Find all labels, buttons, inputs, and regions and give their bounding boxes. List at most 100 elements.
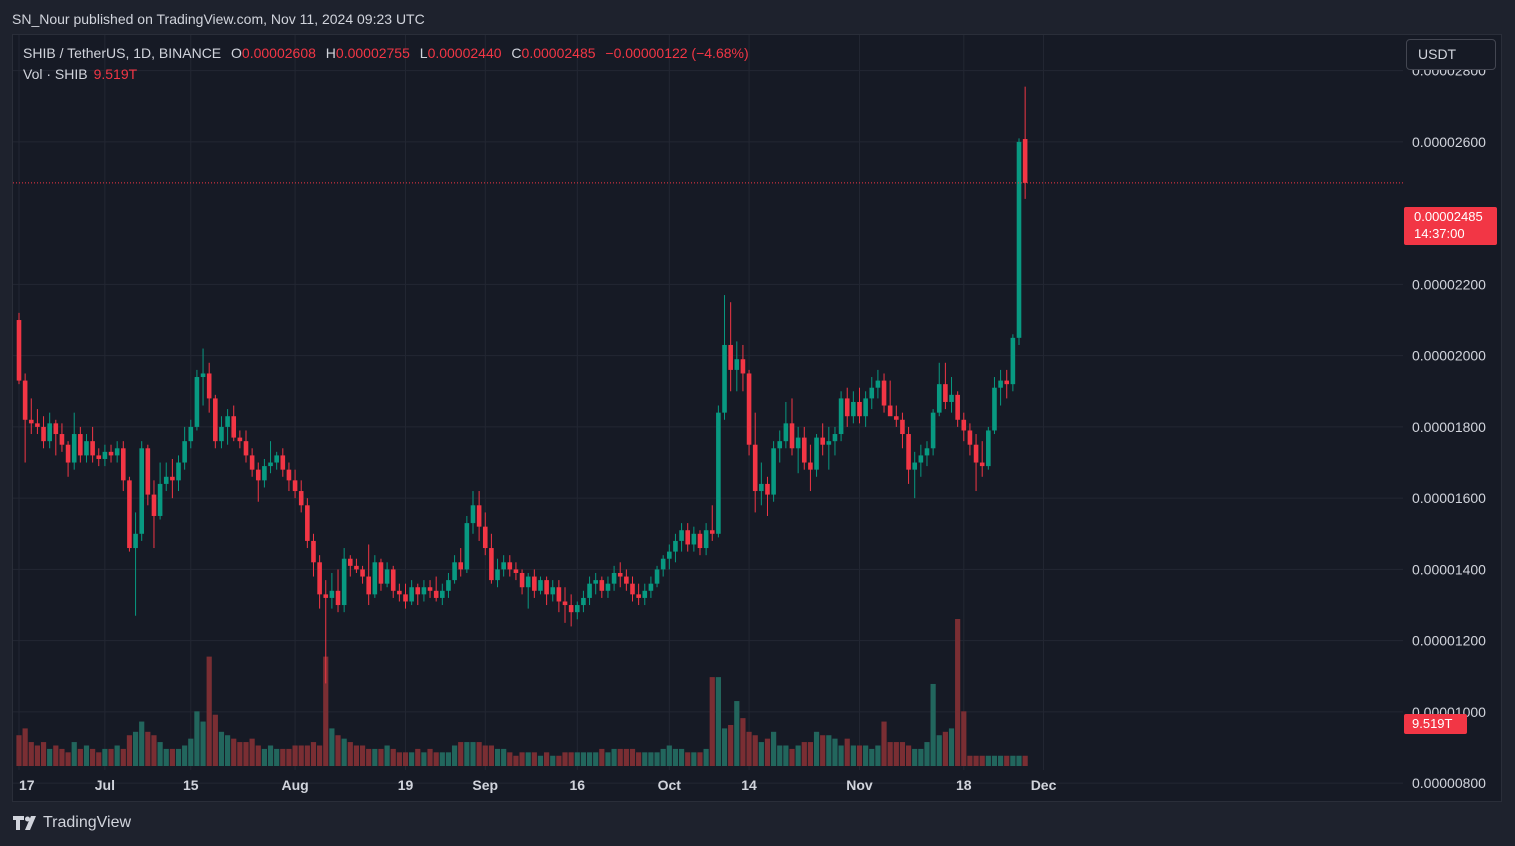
volume-bar [347,742,353,766]
candle-body [587,583,592,598]
high-label: H [325,45,336,61]
volume-bar [237,742,243,766]
candle-body [335,590,341,606]
volume-bar [672,748,679,766]
candle-body [789,423,795,449]
candle-body [943,384,948,402]
volume-bar [703,748,709,766]
candle-body [544,580,549,595]
volume-bar [304,745,310,766]
candle-body [157,483,163,516]
candle-body [213,398,218,442]
candle-body [28,419,34,424]
volume-bar [580,752,587,766]
volume-bar [501,748,507,766]
candle-body [360,569,365,577]
time-tick-label: 16 [569,777,585,793]
volume-bar [1004,755,1010,766]
candle-body [102,451,108,459]
volume-bar [83,745,90,766]
volume-bar [372,748,378,766]
candle-body [440,590,445,598]
candle-body [476,505,482,527]
candle-body [53,423,59,435]
candle-body [133,533,138,549]
chart-panel[interactable]: 0.00002800 0.00002600 0.00002200 0.00002000… [12,34,1502,802]
candle-body [550,587,556,595]
volume-bar [844,738,850,766]
candle-body [182,441,187,463]
high-value: 0.00002755 [335,45,410,61]
candle-body [366,576,371,595]
brand-name: TradingView [43,814,132,831]
volume-bar [249,738,255,766]
volume-bar [623,748,629,766]
volume-bar [544,752,550,766]
time-tick-label: Sep [472,777,498,793]
candle-body [90,441,95,456]
volume-bar [175,748,182,766]
volume-bar [231,738,237,766]
price-tick-label: 0.00002000 [1412,348,1486,364]
candle-body [298,491,304,506]
candlestick-chart[interactable]: 0.000028000.000026000.000022000.00002000… [13,35,1501,801]
volume-bar [856,745,863,766]
candle-body [783,423,789,442]
candle-body [777,441,783,449]
volume-bar [887,742,893,766]
volume-bar [114,745,120,766]
volume-bar [660,748,666,766]
volume-bar [102,748,108,766]
volume-bar [642,752,648,766]
volume-bar [715,677,721,766]
candle-body [728,344,733,370]
volume-bar [666,745,672,766]
volume-bar [366,748,372,766]
symbol-title[interactable]: SHIB / TetherUS, 1D, BINANCE [23,45,222,61]
candle-body [176,462,181,481]
candle-body [599,580,605,591]
volume-bar [709,677,715,766]
volume-bar [531,752,537,766]
candle-body [65,444,71,463]
volume-bar [212,714,218,766]
volume-bar [636,752,642,766]
grid [13,35,1403,784]
volume-bar [617,748,623,766]
volume-bar [973,755,979,766]
candle-body [47,423,52,442]
candle-body [268,462,273,467]
volume-bar [378,748,384,766]
tradingview-logo[interactable]: TradingView [13,814,131,832]
volume-bar [34,745,41,766]
candle-body [323,594,329,598]
volume-label[interactable]: Vol · SHIB [23,66,88,82]
candle-body [801,437,807,463]
volume-bar [77,748,83,766]
volume-bar [415,748,421,766]
time-tick-label: 17 [19,777,35,793]
time-tick-label: 14 [741,777,757,793]
candle-body [894,416,899,420]
volume-bar [384,745,390,766]
volume-bar [519,752,525,766]
candle-body [771,448,776,495]
volume-bar [691,752,697,766]
volume-bar [574,752,580,766]
currency-button[interactable]: USDT [1406,39,1496,70]
candle-body [280,455,286,470]
candle-body [120,448,126,481]
volume-bar [550,755,556,766]
volume-bar [881,721,887,766]
candle-body [35,423,40,427]
candle-body [71,434,77,463]
candle-body [992,387,997,431]
volume-bar [697,752,703,766]
volume-bar [758,742,764,766]
open-value: 0.00002608 [241,45,316,61]
volume-bar [537,755,544,766]
candle-body [341,558,347,606]
change-value: −0.00000122 (−4.68%) [605,45,749,61]
candle-body [59,434,65,445]
volume-bar [310,742,317,766]
